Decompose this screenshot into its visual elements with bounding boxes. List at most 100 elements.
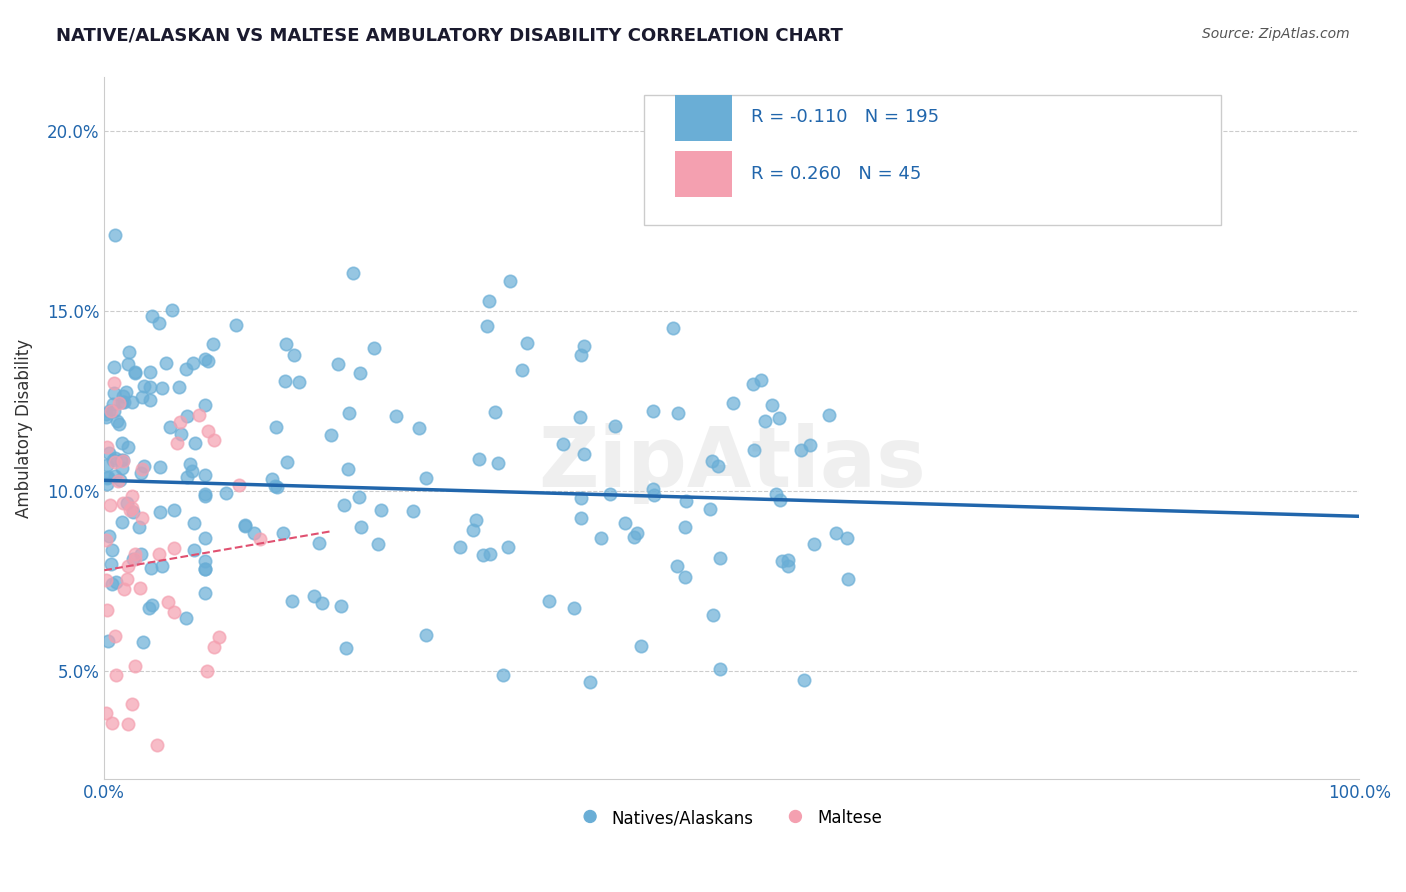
Point [571, 511, 593, 525]
Point [337, 406, 360, 420]
Point [370, 503, 392, 517]
Point [569, 410, 592, 425]
Point [283, 348, 305, 362]
Point [104, 455, 127, 469]
Point [516, 336, 538, 351]
Point [183, 516, 205, 530]
Point [273, 374, 295, 388]
Point [103, 359, 125, 374]
Point [129, 466, 152, 480]
Point [149, 505, 172, 519]
Point [115, 495, 138, 509]
Point [98, 403, 121, 417]
Point [486, 456, 509, 470]
Point [709, 662, 731, 676]
Point [131, 510, 153, 524]
Point [233, 517, 256, 532]
Point [170, 427, 193, 442]
Point [132, 458, 155, 473]
Point [124, 547, 146, 561]
Point [139, 393, 162, 408]
Point [837, 572, 859, 586]
Point [194, 487, 217, 501]
Point [666, 406, 689, 420]
Point [150, 381, 173, 395]
Point [789, 443, 811, 458]
Point [194, 398, 217, 412]
Point [328, 358, 350, 372]
Point [415, 627, 437, 641]
Point [128, 520, 150, 534]
Point [215, 486, 238, 500]
Point [150, 558, 173, 573]
Point [302, 589, 325, 603]
Point [465, 512, 488, 526]
Point [115, 385, 138, 400]
Point [194, 351, 217, 366]
Point [122, 505, 145, 519]
Point [702, 454, 724, 468]
Point [384, 409, 406, 424]
Point [749, 373, 772, 387]
Point [243, 525, 266, 540]
Point [118, 344, 141, 359]
Point [117, 357, 139, 371]
Point [202, 336, 225, 351]
Point [96, 440, 118, 454]
Point [754, 414, 776, 428]
Point [162, 303, 184, 318]
Point [100, 404, 122, 418]
Point [103, 376, 125, 391]
Point [228, 478, 250, 492]
Point [176, 409, 198, 424]
Point [673, 520, 696, 534]
Point [761, 398, 783, 412]
Point [110, 394, 132, 409]
Point [138, 601, 160, 615]
Point [741, 376, 763, 391]
Point [723, 395, 745, 409]
Point [163, 502, 186, 516]
Point [194, 467, 217, 482]
Point [673, 570, 696, 584]
Text: R = -0.110   N = 195: R = -0.110 N = 195 [751, 109, 939, 127]
Point [104, 227, 127, 242]
Point [367, 537, 389, 551]
Point [626, 525, 648, 540]
Point [194, 585, 217, 599]
Point [818, 409, 841, 423]
Point [183, 436, 205, 450]
Point [579, 675, 602, 690]
Point [623, 530, 645, 544]
Point [111, 453, 134, 467]
Point [260, 472, 283, 486]
Point [132, 635, 155, 649]
Point [141, 309, 163, 323]
Point [225, 318, 247, 332]
Point [271, 525, 294, 540]
Point [100, 557, 122, 571]
Point [118, 503, 141, 517]
Point [180, 464, 202, 478]
Point [675, 493, 697, 508]
Point [742, 442, 765, 457]
Point [112, 582, 135, 597]
Point [208, 630, 231, 644]
Point [484, 405, 506, 419]
Point [104, 629, 127, 643]
Y-axis label: Ambulatory Disability: Ambulatory Disability [15, 339, 32, 517]
Point [101, 453, 124, 467]
Point [96, 471, 118, 485]
Point [197, 424, 219, 438]
Point [281, 594, 304, 608]
Point [110, 460, 132, 475]
Point [194, 562, 217, 576]
Point [108, 473, 131, 487]
Point [249, 533, 271, 547]
Point [613, 516, 636, 530]
Point [103, 385, 125, 400]
Text: R = 0.260   N = 45: R = 0.260 N = 45 [751, 164, 921, 183]
Point [478, 547, 501, 561]
Point [149, 460, 172, 475]
Bar [675, 95, 733, 141]
